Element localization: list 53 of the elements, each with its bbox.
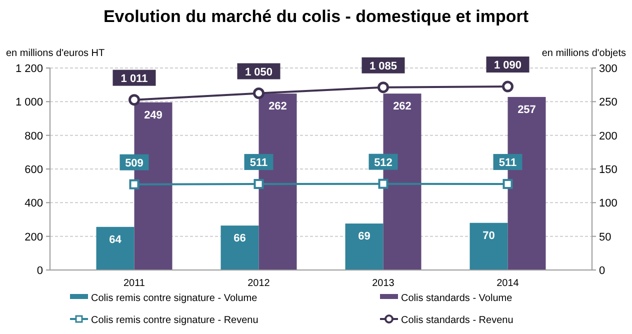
- legend-label: Colis remis contre signature - Volume: [91, 293, 258, 304]
- y-tick-label: 600: [24, 164, 43, 176]
- bar: [220, 226, 259, 270]
- data-label: 66: [234, 232, 246, 245]
- legend-label: Colis remis contre signature - Revenu: [91, 315, 258, 326]
- data-label: 69: [358, 230, 370, 243]
- point: [253, 88, 264, 99]
- y-tick-label: 0: [36, 265, 43, 277]
- point: [378, 178, 388, 189]
- data-label: 257: [518, 104, 536, 116]
- y2-axis-title: en millions d'objets: [542, 48, 626, 59]
- chart-title: Evolution du marché du colis - domestique et import: [103, 7, 529, 26]
- data-label: 262: [393, 100, 412, 113]
- point: [129, 179, 140, 190]
- data-label: 512: [374, 156, 392, 169]
- data-label: 1 090: [494, 60, 522, 72]
- y-tick-label: 800: [24, 130, 43, 142]
- legend-label: Colis standards - Revenu: [401, 315, 514, 326]
- data-label: 509: [125, 157, 144, 170]
- bar: [345, 224, 384, 270]
- x-tick-label: 2011: [123, 278, 146, 289]
- bar: [470, 222, 508, 270]
- y2-tick-label: 250: [599, 96, 618, 109]
- y-tick-label: 1 200: [15, 63, 43, 75]
- y2-tick-label: 200: [599, 130, 618, 142]
- x-tick-label: 2012: [248, 278, 270, 289]
- data-label: 70: [482, 230, 495, 242]
- data-label: 1 085: [369, 60, 398, 72]
- data-label: 511: [250, 156, 268, 169]
- point: [128, 94, 140, 106]
- point: [502, 178, 513, 189]
- point: [502, 80, 514, 92]
- point: [378, 82, 389, 94]
- x-tick-label: 2013: [372, 278, 395, 289]
- y2-tick-label: 50: [599, 231, 612, 244]
- legend-label: Colis standards - Volume: [401, 293, 513, 304]
- bar: [96, 226, 134, 270]
- y-tick-label: 400: [24, 198, 43, 210]
- y2-tick-label: 100: [599, 198, 618, 210]
- data-label: 1 050: [244, 66, 273, 78]
- data-label: 1 011: [120, 72, 148, 85]
- data-label: 64: [109, 234, 122, 246]
- y2-tick-label: 150: [599, 164, 618, 176]
- y2-tick-label: 0: [599, 265, 606, 277]
- data-label: 511: [498, 156, 517, 169]
- point: [254, 178, 264, 189]
- x-tick-label: 2014: [496, 278, 520, 289]
- y-axis-title: en millions d'euros HT: [6, 48, 105, 59]
- data-label: 262: [268, 100, 287, 113]
- y-tick-label: 1 000: [15, 96, 43, 109]
- y2-tick-label: 300: [599, 63, 618, 75]
- data-label: 249: [144, 109, 162, 122]
- y-tick-label: 200: [24, 231, 43, 244]
